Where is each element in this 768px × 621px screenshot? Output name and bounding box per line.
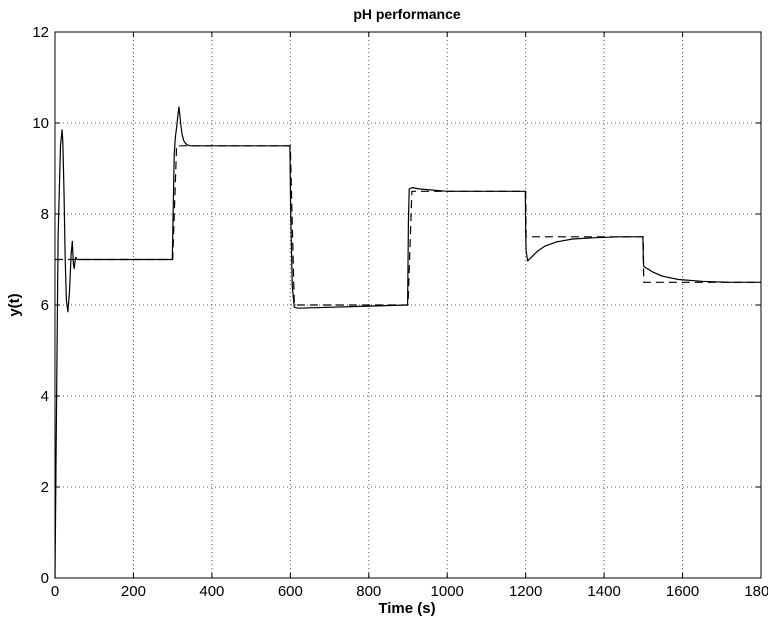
y-axis-label: y(t) xyxy=(6,293,23,316)
y-tick-label-5: 10 xyxy=(32,115,49,132)
x-tick-label-8: 1600 xyxy=(666,583,699,600)
x-tick-label-6: 1200 xyxy=(509,583,542,600)
plot-series xyxy=(54,106,761,579)
y-tick-label-2: 4 xyxy=(41,388,49,405)
y-tick-label-4: 8 xyxy=(41,206,49,223)
x-tick-label-7: 1400 xyxy=(587,583,620,600)
series-line-1-dashed xyxy=(55,145,761,306)
y-tick-label-6: 12 xyxy=(32,24,49,41)
x-tick-label-0: 0 xyxy=(51,583,59,600)
x-tick-label-3: 600 xyxy=(278,583,303,600)
y-tick-label-1: 2 xyxy=(41,479,49,496)
y-tick-label-3: 6 xyxy=(41,297,49,314)
x-axis-label: Time (s) xyxy=(378,600,435,617)
x-tick-label-2: 400 xyxy=(199,583,224,600)
x-tick-label-1: 200 xyxy=(121,583,146,600)
y-axis-ticks: 0 2 4 6 8 10 12 xyxy=(32,24,761,587)
y-tick-label-0: 0 xyxy=(41,570,49,587)
chart-title: pH performance xyxy=(353,6,461,22)
x-tick-label-4: 800 xyxy=(356,583,381,600)
x-tick-label-5: 1000 xyxy=(431,583,464,600)
